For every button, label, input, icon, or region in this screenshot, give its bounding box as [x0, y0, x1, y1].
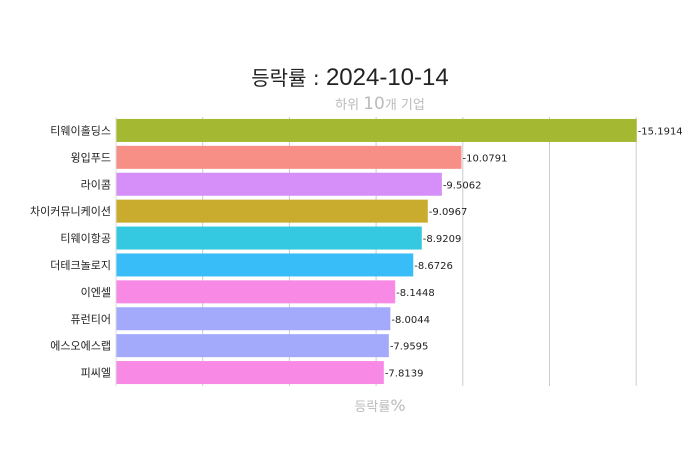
- value-label: -8.0044: [391, 315, 430, 326]
- chart-subtitle: 하위 10개 기업: [0, 94, 700, 114]
- category-label: 에스오에스랩: [50, 340, 111, 353]
- x-axis-label-text: 등락률: [354, 400, 391, 415]
- value-label: -7.8139: [385, 369, 424, 380]
- category-label: 퓨런티어: [71, 313, 111, 326]
- bar: [116, 199, 428, 223]
- x-axis-unit: %: [390, 396, 406, 415]
- chart-title-date: 2024-10-14: [325, 64, 449, 91]
- x-axis-label: 등락률%: [0, 396, 700, 415]
- bar: [116, 172, 442, 196]
- bar: [116, 334, 389, 358]
- category-label: 티웨이항공: [60, 232, 111, 245]
- bar: [116, 145, 462, 169]
- chart-title-label: 등락률: [251, 66, 307, 90]
- bar: [116, 307, 391, 331]
- value-label: -8.6726: [414, 261, 453, 272]
- subtitle-suffix: 개 기업: [384, 98, 425, 113]
- chart-title: 등락률 : 2024-10-14: [0, 62, 700, 92]
- value-label: -9.5062: [443, 180, 482, 191]
- value-label: -15.1914: [638, 126, 683, 137]
- category-label: 이엔셀: [81, 286, 111, 299]
- category-label: 윙입푸드: [71, 151, 111, 164]
- bar: [116, 118, 637, 142]
- subtitle-prefix: 하위: [335, 98, 364, 113]
- value-label: -8.1448: [396, 288, 435, 299]
- category-label: 더테크놀로지: [50, 259, 111, 272]
- bar: [116, 361, 384, 385]
- category-label: 티웨이홀딩스: [50, 124, 111, 137]
- bar: [116, 253, 414, 277]
- category-label: 피씨엘: [81, 367, 111, 380]
- chart-title-separator: :: [306, 66, 326, 90]
- bar: [116, 280, 396, 304]
- value-label: -7.9595: [390, 342, 429, 353]
- bar: [116, 226, 422, 250]
- value-label: -8.9209: [423, 234, 462, 245]
- category-label: 차이커뮤니케이션: [30, 205, 111, 218]
- subtitle-count: 10: [363, 94, 385, 114]
- category-label: 라이콤: [81, 178, 111, 191]
- value-label: -9.0967: [429, 207, 468, 218]
- value-label: -10.0791: [462, 153, 507, 164]
